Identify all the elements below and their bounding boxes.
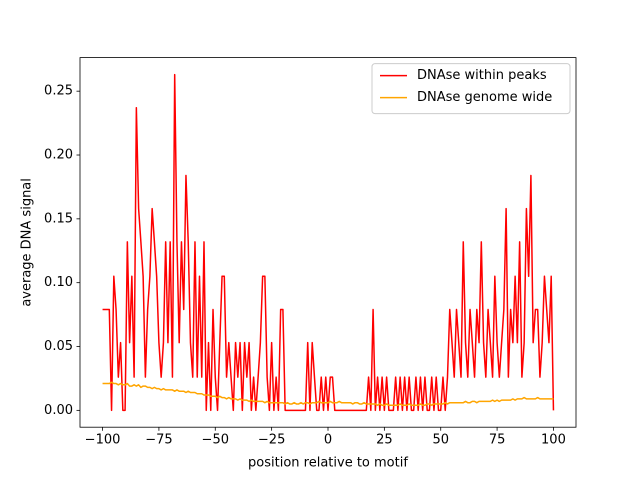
y-tick-label: 0.05	[44, 339, 73, 354]
y-axis-label: average DNA signal	[20, 178, 35, 307]
x-tick-label: −100	[85, 433, 121, 448]
x-axis-label: position relative to motif	[248, 456, 408, 471]
y-tick-label: 0.25	[44, 84, 73, 99]
x-tick-label: 0	[324, 433, 332, 448]
x-tick-label: 75	[489, 433, 506, 448]
x-tick-label: −50	[202, 433, 229, 448]
data-line	[102, 73, 555, 412]
y-tick-label: 0.20	[44, 148, 73, 163]
y-tick-label: 0.10	[44, 275, 73, 290]
axes-frame	[79, 57, 577, 428]
x-tick-label: 100	[541, 433, 566, 448]
x-tick-label: −25	[258, 433, 285, 448]
y-tick-label: 0.15	[44, 211, 73, 226]
data-line	[102, 381, 554, 406]
legend: DNAse within peaks DNAse genome wide	[371, 63, 571, 115]
y-tick-label: 0.00	[44, 403, 73, 418]
legend-label: DNAse within peaks	[417, 68, 547, 83]
legend-label: DNAse genome wide	[417, 90, 552, 105]
x-tick-label: −75	[145, 433, 172, 448]
x-tick-label: 50	[432, 433, 449, 448]
legend-box	[371, 63, 571, 115]
x-tick-label: 25	[376, 433, 393, 448]
